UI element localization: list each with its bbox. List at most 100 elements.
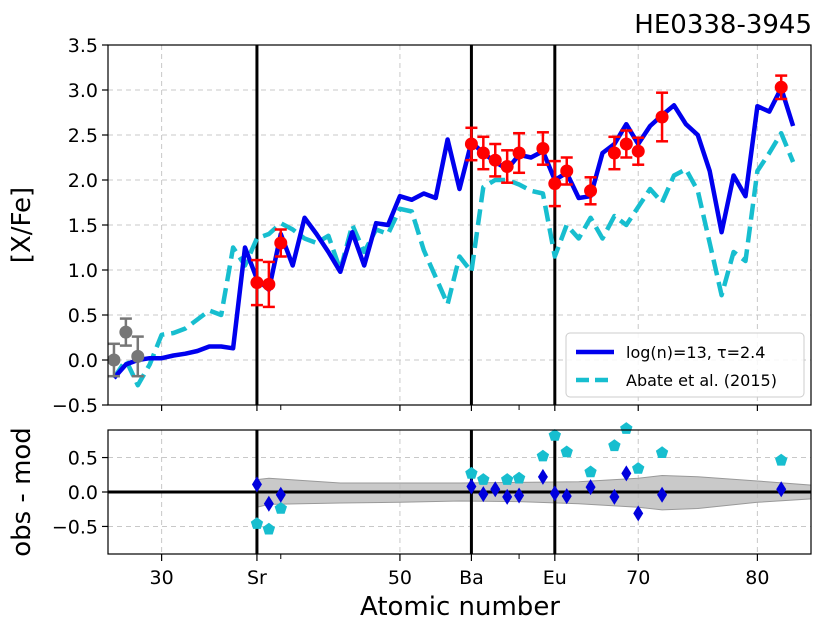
top-series <box>112 85 796 388</box>
observation-red <box>631 136 645 166</box>
residual-pentagon <box>655 446 669 458</box>
residual-pentagon <box>465 466 478 479</box>
y-tick-label: 1.0 <box>68 260 98 282</box>
data-point <box>536 142 550 155</box>
y-tick-label: 3.0 <box>68 80 98 102</box>
residual-pentagon <box>274 502 287 514</box>
residual-diamond <box>478 486 489 503</box>
residual-pentagon <box>250 517 264 529</box>
residual-pentagon <box>775 453 788 466</box>
observation-red <box>488 142 502 178</box>
data-point <box>250 276 264 290</box>
residual-diamond <box>537 468 548 485</box>
y-tick-label: 0.5 <box>68 305 98 327</box>
y-tick-label: 0.5 <box>68 448 98 470</box>
y-tick-label: 0.0 <box>68 350 98 372</box>
residual-diamond <box>776 481 787 498</box>
residual-diamond <box>502 488 513 505</box>
residual-diamond <box>621 465 632 482</box>
abate-line <box>112 130 796 388</box>
data-point <box>512 146 526 160</box>
residual-diamond <box>549 485 560 502</box>
x-tick-label: Sr <box>247 567 267 589</box>
residual-diamond <box>585 479 596 496</box>
residual-diamond <box>609 488 620 505</box>
residual-pentagon <box>620 422 633 434</box>
observation-gray <box>107 342 121 378</box>
residual-diamond <box>561 488 572 505</box>
residual-diamond <box>251 476 262 493</box>
residual-pentagon <box>632 462 645 474</box>
data-point <box>584 184 598 198</box>
observation-red <box>464 126 478 162</box>
data-point <box>476 146 490 160</box>
observation-red <box>250 258 264 307</box>
observation-gray <box>119 317 133 347</box>
data-point <box>607 146 621 160</box>
data-point <box>107 353 121 367</box>
data-point <box>488 153 502 167</box>
residual-diamond <box>633 505 644 522</box>
top-panel: −0.5 0.0 0.5 1.0 1.5 2.0 2.5 3.0 3.5 log(n)=13, … <box>7 35 812 417</box>
data-point <box>631 144 645 158</box>
x-tick-label: Eu <box>543 567 567 589</box>
observation-red <box>774 74 788 101</box>
data-point <box>548 177 562 191</box>
bottom-plot-frame <box>107 429 812 555</box>
x-tick-label: Ba <box>459 567 484 589</box>
legend-label-abate: Abate et al. (2015) <box>626 371 777 390</box>
data-point <box>274 236 288 250</box>
observation-red <box>500 149 514 184</box>
residual-pentagon <box>584 465 597 478</box>
top-observations <box>107 74 788 378</box>
residual-points <box>250 422 788 535</box>
observation-red <box>560 156 574 186</box>
data-point <box>619 137 633 151</box>
residual-pentagon <box>477 473 490 485</box>
data-point <box>464 137 478 151</box>
residual-pentagon <box>560 445 573 458</box>
residual-diamond <box>466 478 477 495</box>
residual-pentagon <box>512 471 526 484</box>
residual-diamond <box>490 481 501 498</box>
observation-red <box>512 131 526 175</box>
observation-red <box>536 131 550 166</box>
observation-red <box>619 129 633 159</box>
model-line <box>112 85 796 380</box>
observation-red <box>476 135 490 171</box>
observation-gray <box>131 335 145 378</box>
legend-box <box>565 332 805 398</box>
x-tick-label: 70 <box>626 567 650 589</box>
observation-red <box>655 91 669 143</box>
top-ticks: −0.5 0.0 0.5 1.0 1.5 2.0 2.5 3.0 3.5 <box>52 35 758 417</box>
residual-diamond <box>263 495 274 512</box>
observation-red <box>607 135 621 171</box>
y-axis-title-top: [X/Fe] <box>7 187 37 263</box>
residual-pentagon <box>501 473 514 485</box>
data-point <box>119 325 133 339</box>
y-tick-label: 2.0 <box>68 170 98 192</box>
residual-pentagon <box>536 449 550 462</box>
data-point <box>131 349 145 363</box>
observation-red <box>584 176 598 206</box>
y-tick-label: −0.5 <box>52 395 98 417</box>
y-tick-label: 1.5 <box>68 215 98 237</box>
chart-title: HE0338-3945 <box>634 10 812 40</box>
top-plot-frame <box>107 44 812 406</box>
data-point <box>500 160 514 173</box>
x-tick-label: 80 <box>745 567 769 589</box>
y-tick-label: 3.5 <box>68 35 98 57</box>
x-axis-title: Atomic number <box>360 592 560 622</box>
observation-red <box>548 159 562 208</box>
bottom-reference-lines <box>108 430 811 554</box>
residual-diamond <box>514 487 525 504</box>
residual-pentagon <box>608 439 621 452</box>
y-tick-label: 2.5 <box>68 125 98 147</box>
bottom-ticks: −0.5 0.0 0.5 30 Sr 50 Ba Eu 70 80 <box>52 405 769 589</box>
data-point <box>655 110 669 124</box>
residual-diamond <box>275 486 286 503</box>
legend: log(n)=13, τ=2.4 Abate et al. (2015) <box>565 332 805 398</box>
residual-pentagon <box>548 429 561 441</box>
data-point <box>774 80 788 94</box>
